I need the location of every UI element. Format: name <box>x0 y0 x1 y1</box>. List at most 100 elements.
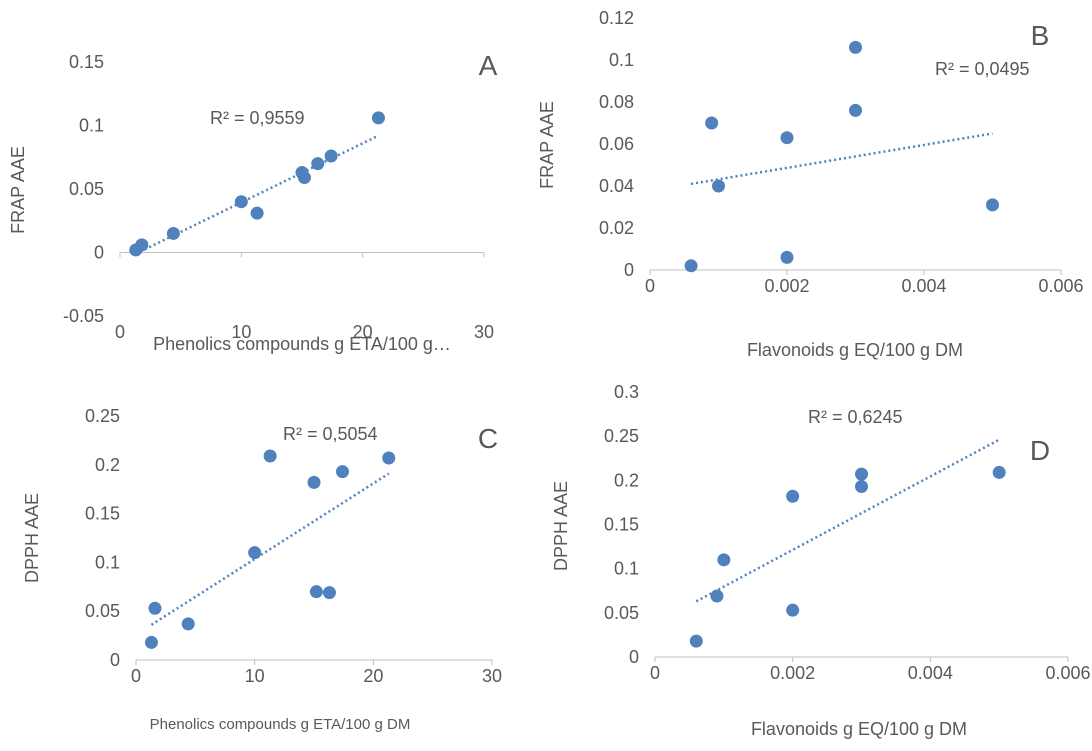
data-point <box>307 475 321 489</box>
y-tick-label: 0.2 <box>614 470 639 490</box>
data-point <box>250 206 264 220</box>
data-point <box>166 226 180 240</box>
y-tick-label: 0.02 <box>599 218 634 238</box>
y-tick-label: 0.05 <box>69 179 104 199</box>
chart-panel-a: 0 10 20 30 -0.05 0 0.05 0.1 0.15 Phenolics compou… <box>8 50 498 354</box>
data-point <box>780 250 794 264</box>
r-squared-label: R² = 0,5054 <box>283 424 378 444</box>
data-point <box>322 586 336 600</box>
y-tick-label: 0.05 <box>85 601 120 621</box>
x-axis-title: Phenolics compounds g ETA/100 g… <box>153 334 451 354</box>
data-point <box>335 465 349 479</box>
x-tick-label: 0.004 <box>908 663 953 683</box>
data-point <box>148 601 162 615</box>
y-tick-label: 0.12 <box>599 8 634 28</box>
data-point <box>992 465 1006 479</box>
data-point <box>297 171 311 185</box>
panel-label: B <box>1031 20 1050 51</box>
x-axis-title: Phenolics compounds g ETA/100 g DM <box>150 716 411 733</box>
data-point <box>324 149 338 163</box>
data-point <box>849 103 862 117</box>
y-tick-label: 0.15 <box>604 515 639 535</box>
x-axis-title: Flavonoids g EQ/100 g DM <box>751 719 967 739</box>
x-tick-label: 0 <box>650 663 660 683</box>
y-tick-label: 0.04 <box>599 176 634 196</box>
data-point <box>248 546 262 560</box>
y-tick-label: 0.25 <box>604 426 639 446</box>
data-point <box>144 635 158 649</box>
r-squared-label: R² = 0,0495 <box>935 59 1030 79</box>
trendline <box>150 472 390 626</box>
x-axis-title: Flavonoids g EQ/100 g DM <box>747 340 963 360</box>
x-tick-label: 0.002 <box>770 663 815 683</box>
y-tick-label: 0.05 <box>604 603 639 623</box>
y-axis-title: FRAP AAE <box>537 101 557 189</box>
y-axis-title: DPPH AAE <box>551 481 571 571</box>
x-tick-label: 0.004 <box>901 276 946 296</box>
data-point <box>263 449 277 463</box>
chart-panel-d: 0 0.002 0.004 0.006 0 0.05 0.1 0.15 0.2 0.25 0.3 Fl… <box>551 382 1091 739</box>
data-point <box>689 634 703 648</box>
y-tick-label: 0.15 <box>69 52 104 72</box>
y-tick-label: 0 <box>629 647 639 667</box>
x-tick-label: 0 <box>115 322 125 342</box>
x-tick-label: 10 <box>231 322 251 342</box>
panel-label: C <box>478 423 498 454</box>
data-point <box>684 259 698 273</box>
y-tick-label: 0 <box>624 260 634 280</box>
data-point <box>311 157 325 171</box>
y-tick-label: 0.08 <box>599 92 634 112</box>
r-squared-label: R² = 0,6245 <box>808 407 903 427</box>
x-tick-label: 30 <box>474 322 494 342</box>
data-point <box>234 195 248 209</box>
data-point <box>712 179 725 193</box>
x-tick-label: 20 <box>353 322 373 342</box>
data-point <box>371 111 385 125</box>
y-tick-label: 0.1 <box>79 116 104 136</box>
x-tick-label: 10 <box>245 666 265 686</box>
x-tick-label: 0.002 <box>764 276 809 296</box>
data-point <box>780 131 794 145</box>
data-point <box>986 198 999 212</box>
data-point <box>181 617 195 631</box>
y-tick-label: 0.1 <box>609 50 634 70</box>
data-point <box>786 603 800 617</box>
data-point <box>705 116 719 130</box>
y-tick-label: 0.1 <box>95 552 120 572</box>
y-tick-label: 0.06 <box>599 134 634 154</box>
trendline <box>695 438 1000 603</box>
data-point <box>855 480 868 494</box>
data-point <box>382 451 396 465</box>
trendline <box>690 132 993 186</box>
y-axis-title: FRAP AAE <box>8 146 28 234</box>
panel-label: A <box>479 50 498 81</box>
y-tick-label: -0.05 <box>63 306 104 326</box>
data-point <box>135 238 149 252</box>
x-tick-label: 0.006 <box>1038 276 1083 296</box>
y-tick-label: 0.15 <box>85 504 120 524</box>
y-tick-label: 0.25 <box>85 406 120 426</box>
chart-panel-c: 0 10 20 30 0 0.05 0.1 0.15 0.2 0.25 Phenolics comp… <box>22 406 502 733</box>
y-tick-label: 0 <box>94 243 104 263</box>
data-point <box>710 589 724 603</box>
data-point <box>849 40 862 54</box>
x-tick-label: 30 <box>482 666 502 686</box>
x-tick-label: 0.006 <box>1045 663 1090 683</box>
x-tick-label: 0 <box>645 276 655 296</box>
x-tick-label: 20 <box>363 666 383 686</box>
r-squared-label: R² = 0,9559 <box>210 108 305 128</box>
y-tick-label: 0 <box>110 650 120 670</box>
x-tick-label: 0 <box>131 666 141 686</box>
panel-label: D <box>1030 435 1050 466</box>
y-tick-label: 0.2 <box>95 455 120 475</box>
data-point <box>717 553 731 567</box>
y-tick-label: 0.1 <box>614 559 639 579</box>
chart-panel-b: 0 0.002 0.004 0.006 0 0.02 0.04 0.06 0.08 0.1 0.12… <box>537 8 1084 360</box>
data-point <box>309 585 323 599</box>
y-tick-label: 0.3 <box>614 382 639 402</box>
y-axis-title: DPPH AAE <box>22 493 42 583</box>
data-point <box>786 489 800 503</box>
data-point <box>855 467 868 481</box>
